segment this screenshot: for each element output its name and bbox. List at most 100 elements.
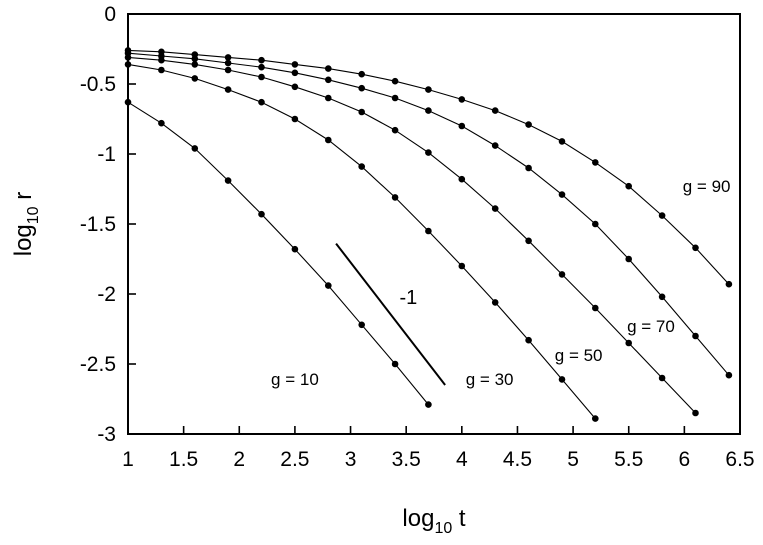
series-3-point-13 xyxy=(558,191,566,198)
x-tick-label-6: 4 xyxy=(456,448,468,471)
x-tick-label-4: 3 xyxy=(345,448,357,471)
series-2-point-8 xyxy=(391,126,399,134)
series-3-point-9 xyxy=(425,107,432,114)
series-4-point-12 xyxy=(525,121,532,128)
series-line-4 xyxy=(127,49,730,285)
series-4-point-5 xyxy=(291,61,299,68)
series-2-point-10 xyxy=(458,175,466,183)
y-axis-title-sub: 10 xyxy=(25,206,42,224)
series-4-point-9 xyxy=(425,86,432,93)
series-1-point-6 xyxy=(325,136,332,144)
series-4-point-0 xyxy=(124,47,132,54)
series-1-point-2 xyxy=(191,75,199,82)
series-2-point-12 xyxy=(525,237,532,245)
x-tick-label-8: 5 xyxy=(567,448,579,471)
series-2-point-3 xyxy=(224,66,232,74)
y-axis-title: log10 r xyxy=(10,192,42,257)
series-2-point-2 xyxy=(191,61,199,68)
series-0-point-5 xyxy=(291,245,299,253)
series-4-point-16 xyxy=(658,212,666,219)
series-4-point-1 xyxy=(158,48,165,56)
series-1-point-5 xyxy=(291,115,299,123)
x-tick-label-3: 2.5 xyxy=(280,448,309,471)
series-2-point-16 xyxy=(658,374,666,382)
x-axis-title: log10 t xyxy=(402,505,465,537)
x-tick-label-11: 6.5 xyxy=(725,448,754,471)
series-4-point-8 xyxy=(391,77,399,85)
series-3-point-12 xyxy=(525,164,532,172)
series-2-point-15 xyxy=(625,339,632,347)
series-1-point-14 xyxy=(592,415,599,422)
series-2-point-6 xyxy=(325,94,332,102)
series-4-point-10 xyxy=(458,96,466,103)
y-tick-label-4: -2 xyxy=(97,283,116,306)
series-2-point-7 xyxy=(358,108,366,116)
series-4-point-6 xyxy=(325,65,332,72)
series-3-point-5 xyxy=(291,69,299,77)
series-0-point-8 xyxy=(391,360,399,368)
series-4: g = 90 xyxy=(124,47,733,288)
series-1-point-7 xyxy=(358,163,366,170)
series-0-point-6 xyxy=(325,282,332,289)
series-0-point-9 xyxy=(425,401,432,408)
series-label-0: g = 10 xyxy=(271,370,319,389)
series-0-point-1 xyxy=(158,119,165,127)
series-2: g = 50 xyxy=(124,54,699,417)
series-4-point-4 xyxy=(258,56,265,64)
slope-line xyxy=(335,242,446,386)
series-line-0 xyxy=(127,101,429,405)
series-label-2: g = 50 xyxy=(555,346,603,365)
y-tick-label-0: 0 xyxy=(104,3,116,26)
x-axis-title-base: log xyxy=(402,505,434,532)
y-tick-label-6: -3 xyxy=(97,423,116,446)
series-4-point-18 xyxy=(725,280,733,288)
series-1-point-13 xyxy=(558,376,566,383)
series-1-point-12 xyxy=(525,336,532,344)
series-4-point-17 xyxy=(692,244,699,252)
series-2-point-9 xyxy=(425,149,432,156)
series-4-point-14 xyxy=(592,159,599,166)
x-axis-title-sub: 10 xyxy=(434,520,452,537)
series-1: g = 30 xyxy=(124,61,599,422)
series-1-point-11 xyxy=(491,299,499,306)
x-tick-label-2: 2 xyxy=(233,448,245,471)
series-0-point-3 xyxy=(224,177,232,184)
series-3-point-14 xyxy=(592,220,599,228)
series-2-point-17 xyxy=(692,409,699,417)
y-tick-label-2: -1 xyxy=(97,143,116,166)
series-4-point-13 xyxy=(558,138,566,145)
series-0-point-0 xyxy=(124,98,132,106)
y-axis-title-base: log xyxy=(10,224,37,256)
series-1-point-1 xyxy=(158,66,165,74)
series-1-point-0 xyxy=(124,61,132,68)
series-4-point-7 xyxy=(358,70,366,78)
series-3-point-16 xyxy=(658,293,666,301)
series-1-point-8 xyxy=(391,194,399,201)
y-tick-label-5: -2.5 xyxy=(80,353,116,376)
x-tick-label-5: 3.5 xyxy=(392,448,421,471)
series-label-1: g = 30 xyxy=(466,370,514,389)
series-3-point-6 xyxy=(325,76,332,84)
x-tick-label-10: 6 xyxy=(679,448,691,471)
series-3-point-11 xyxy=(491,142,499,149)
series-1-point-10 xyxy=(458,262,466,270)
series-4-point-15 xyxy=(625,182,632,190)
series-1-point-9 xyxy=(425,227,432,235)
series-0: g = 10 xyxy=(124,98,432,408)
series-4-point-2 xyxy=(191,51,199,58)
series-2-point-11 xyxy=(491,205,499,212)
series-0-point-7 xyxy=(358,321,366,329)
series-3-point-8 xyxy=(391,94,399,102)
series-0-point-4 xyxy=(258,210,265,218)
series-line-2 xyxy=(127,56,696,414)
series-3-point-17 xyxy=(692,332,699,340)
series-2-point-4 xyxy=(258,73,265,81)
series-3-point-15 xyxy=(625,255,632,263)
series-label-4: g = 90 xyxy=(683,177,731,196)
series-0-point-2 xyxy=(191,145,199,152)
series-4-point-3 xyxy=(224,54,232,61)
y-axis-title-var: r xyxy=(10,192,37,207)
y-tick-label-3: -1.5 xyxy=(80,213,116,236)
series-3: g = 70 xyxy=(124,49,733,379)
x-tick-label-7: 4.5 xyxy=(503,448,532,471)
